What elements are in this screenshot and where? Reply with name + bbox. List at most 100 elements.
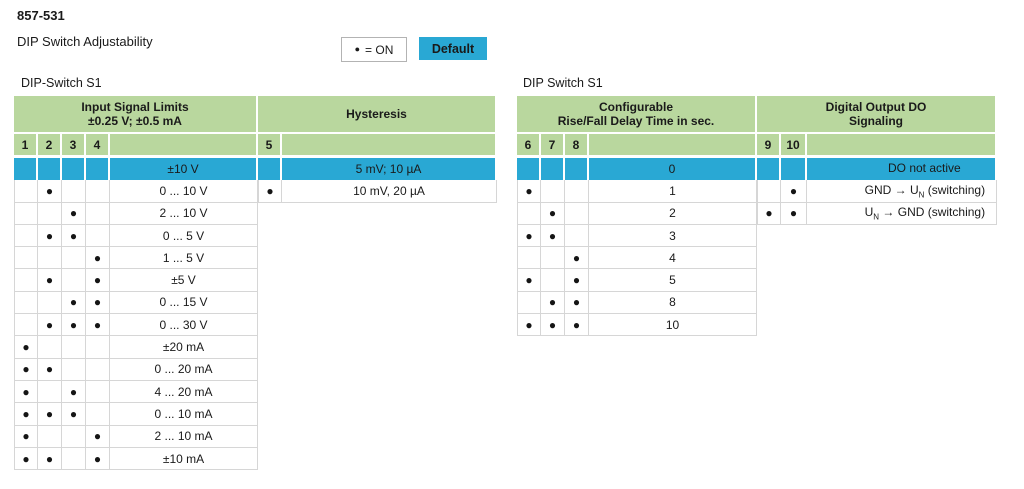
dip-dot-cell-1 [14,202,38,225]
dip-dot-cell-5: ● [258,180,282,203]
dip-dot-cell-9: ● [757,202,781,225]
do-signaling-value: UN → GND (switching) [807,202,997,225]
delay-time-value: 2 [589,202,757,225]
dip-dot-cell-1: ● [14,447,38,471]
dip-dot-cell-8: ● [565,314,589,337]
left-table-title: DIP-Switch S1 [21,76,102,90]
delay-row: ● 1 [517,180,757,203]
page-subtitle: DIP Switch Adjustability [17,34,153,49]
dip-dot-cell-2 [38,291,62,315]
dip-dot-cell-2: ● [38,180,62,203]
dip-dot-cell-3 [62,247,86,270]
delay-row: ● 4 [517,247,757,270]
hysteresis-row: ● 10 mV, 20 µA [258,180,497,203]
delay-time-value: 0 [589,158,757,181]
do-value-pre: GND → U [864,182,919,197]
signal-range-value: 0 ... 5 V [110,224,258,248]
do-signaling-section: Digital Output DO Signaling 9 10 DO not … [757,96,997,225]
dip-dot-cell-10: ● [781,202,807,225]
dip-dot-cell-3: ● [62,202,86,225]
signal-range-value: ±10 mA [110,447,258,471]
dip-dot-cell-3 [62,180,86,203]
do-signaling-row: ● GND → UN (switching) [757,180,997,203]
delay-time-value: 5 [589,269,757,292]
delay-time-value: 1 [589,180,757,203]
delay-row: ● ● ● 10 [517,314,757,337]
dip-dot-cell-3: ● [62,291,86,315]
input-signal-row: ● ● ±5 V [14,269,258,292]
legend-on-label: = ON [365,42,394,57]
switch-number-1: 1 [14,134,38,155]
dip-dot-cell-4: ● [86,314,110,337]
hysteresis-value: 5 mV; 10 µA [282,158,497,181]
dip-dot-cell-10 [781,158,807,181]
dip-dot-cell-1 [14,291,38,315]
input-signal-row: ● 1 ... 5 V [14,247,258,270]
dip-dot-cell-1: ● [14,358,38,381]
dip-dot-cell-8 [565,158,589,181]
dip-dot-cell-3 [62,336,86,359]
dip-dot-cell-2: ● [38,224,62,248]
input-signal-rows: ±10 V ● 0 ... 10 V ● 2 ... 10 V [14,158,258,471]
delay-row: ● 2 [517,202,757,225]
signal-range-value: 0 ... 20 mA [110,358,258,381]
do-value-subscript: N [918,190,925,200]
input-signal-row: ● ● 0 ... 20 mA [14,358,258,381]
do-value-pre: U [864,205,874,220]
input-signal-row: ● ● 4 ... 20 mA [14,380,258,404]
input-signal-row: ● ● 0 ... 5 V [14,224,258,248]
delay-time-value: 3 [589,224,757,248]
dip-dot-cell-2 [38,336,62,359]
dip-dot-cell-10: ● [781,180,807,203]
switch-number-spacer [282,134,497,155]
dip-dot-cell-4 [86,224,110,248]
input-signal-section: Input Signal Limits ±0.25 V; ±0.5 mA 1 2… [14,96,258,471]
dip-dot-cell-2 [38,247,62,270]
signal-range-value: ±20 mA [110,336,258,359]
signal-range-value: 4 ... 20 mA [110,380,258,404]
dip-dot-cell-9 [757,158,781,181]
hysteresis-row: 5 mV; 10 µA [258,158,497,181]
signal-range-value: 1 ... 5 V [110,247,258,270]
input-signal-row: ● ● ● 0 ... 30 V [14,314,258,337]
do-signaling-row: ● ● UN → GND (switching) [757,202,997,225]
dip-dot-cell-1 [14,158,38,181]
input-signal-row: ● ● ● 0 ... 10 mA [14,403,258,426]
dip-dot-cell-4 [86,403,110,426]
switch-number-10: 10 [781,134,807,155]
dip-dot-cell-2: ● [38,358,62,381]
right-dip-table: Configurable Rise/Fall Delay Time in sec… [517,96,997,337]
switch-number-spacer [807,134,997,155]
do-signaling-value: DO not active [807,158,997,181]
dip-dot-cell-1 [14,314,38,337]
dip-dot-cell-6: ● [517,224,541,248]
hysteresis-section: Hysteresis 5 5 mV; 10 µA ● 10 mV, 20 µA [258,96,497,203]
dip-dot-cell-3: ● [62,380,86,404]
do-value-post: → GND (switching) [879,205,986,220]
do-signaling-rows: DO not active ● GND → UN (switching) [757,158,997,225]
dip-dot-cell-7: ● [541,314,565,337]
signal-range-value: ±5 V [110,269,258,292]
dip-dot-cell-4: ● [86,425,110,448]
delay-header-line2: Rise/Fall Delay Time in sec. [557,114,715,128]
dip-dot-cell-6 [517,291,541,315]
dip-dot-cell-1 [14,180,38,203]
dip-dot-cell-4: ● [86,247,110,270]
dip-dot-cell-1: ● [14,403,38,426]
do-switch-numbers: 9 10 [757,134,997,155]
dip-dot-cell-7 [541,158,565,181]
dip-dot-cell-2: ● [38,447,62,471]
dip-dot-cell-3: ● [62,403,86,426]
dip-dot-cell-1: ● [14,336,38,359]
dip-dot-cell-6 [517,158,541,181]
signal-range-value: 0 ... 15 V [110,291,258,315]
dip-dot-cell-1 [14,224,38,248]
hysteresis-rows: 5 mV; 10 µA ● 10 mV, 20 µA [258,158,497,203]
input-signal-row: ● ● 2 ... 10 mA [14,425,258,448]
dip-dot-cell-4 [86,158,110,181]
dip-dot-cell-3 [62,425,86,448]
delay-row: ● ● 8 [517,291,757,315]
dip-dot-cell-6 [517,247,541,270]
dip-dot-cell-6: ● [517,314,541,337]
delay-switch-numbers: 6 7 8 [517,134,757,155]
